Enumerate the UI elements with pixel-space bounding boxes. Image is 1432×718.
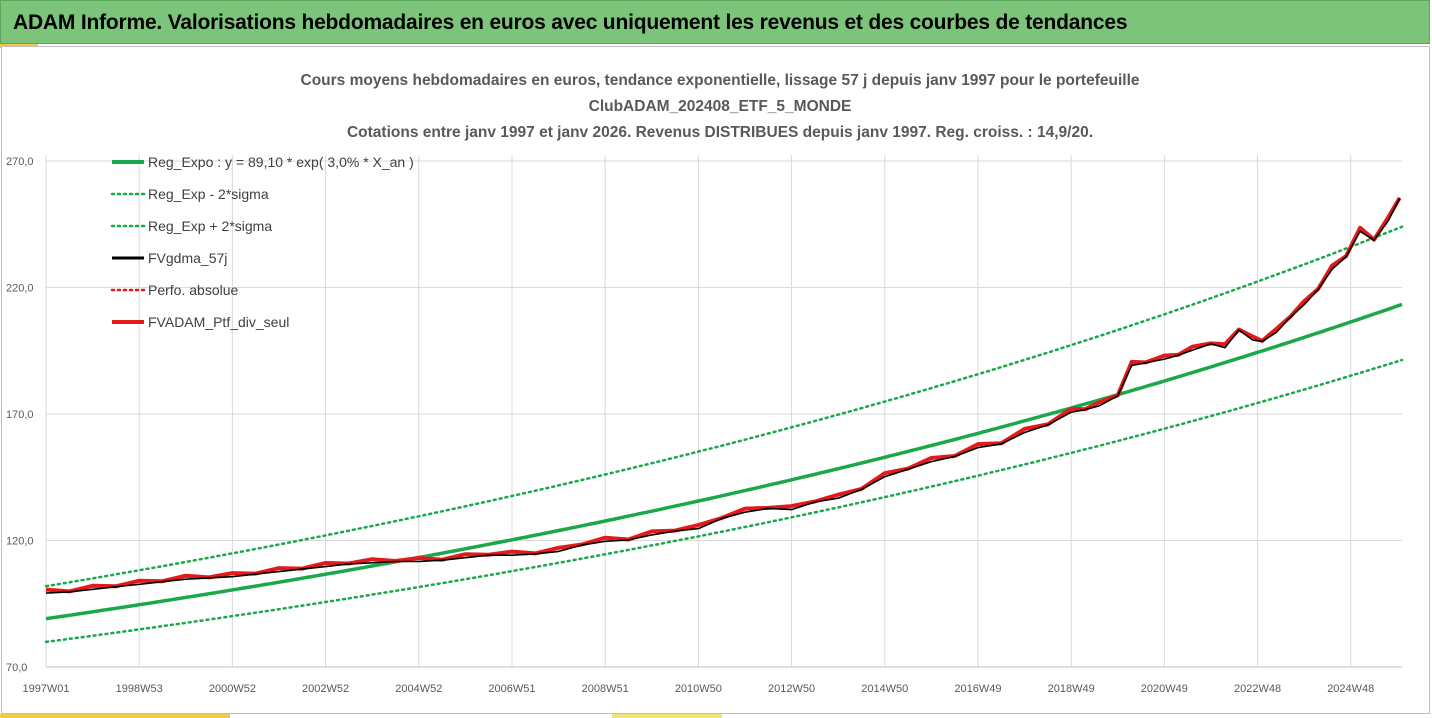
chart-frame: [1, 46, 1430, 714]
series-reg-exp-minus-2sigma: [44, 358, 1404, 644]
x-tick-label: 2010W50: [675, 683, 722, 695]
series-reg-expo: [45, 302, 1403, 621]
x-tick-label: 2016W49: [954, 683, 1001, 695]
report-banner: ADAM Informe. Valorisations hebdomadaire…: [0, 0, 1430, 44]
legend-label: Reg_Exp + 2*sigma: [148, 218, 272, 234]
x-tick-label: 2024W48: [1327, 683, 1374, 695]
x-tick-label: 2006W51: [488, 683, 535, 695]
x-tick-label: 2008W51: [582, 683, 629, 695]
series-reg-exp-plus-2sigma: [44, 225, 1404, 588]
legend: Reg_Expo : y = 89,10 * exp( 3,0% * X_an …: [110, 154, 414, 330]
x-tick-label: 2004W52: [395, 683, 442, 695]
y-tick-label: 120,0: [6, 536, 34, 548]
x-tick-label: 2018W49: [1048, 683, 1095, 695]
series-fvgdma-57j: [45, 198, 1401, 594]
x-tick-label: 1998W53: [116, 683, 163, 695]
accent-bar-bottom: [0, 714, 230, 718]
y-tick-label: 220,0: [6, 283, 34, 295]
legend-label: Reg_Expo : y = 89,10 * exp( 3,0% * X_an …: [148, 154, 414, 170]
chart-title: Cours moyens hebdomadaires en euros, ten…: [0, 68, 1432, 146]
x-tick-label: 2020W49: [1141, 683, 1188, 695]
y-tick-label: 170,0: [6, 409, 34, 421]
x-tick-label: 2022W48: [1234, 683, 1281, 695]
x-tick-label: 2000W52: [209, 683, 256, 695]
x-tick-label: 2012W50: [768, 683, 815, 695]
legend-label: Perfo. absolue: [148, 282, 238, 298]
x-tick-label: 1997W01: [22, 683, 69, 695]
axes: 70,0 120,0 170,0 220,0 270,0 1997W01 1998W53 20…: [6, 156, 1402, 695]
series-lines: [44, 196, 1404, 644]
legend-label: FVgdma_57j: [148, 250, 227, 266]
y-tick-label: 70,0: [6, 662, 27, 674]
x-tick-label: 2014W50: [861, 683, 908, 695]
chart-title-line-1: Cours moyens hebdomadaires en euros, ten…: [300, 72, 1140, 89]
accent-bar-bottom-2: [612, 714, 722, 718]
gridlines: [45, 155, 1402, 667]
chart-title-line-3: Cotations entre janv 1997 et janv 2026. …: [346, 124, 1094, 141]
y-tick-label: 270,0: [6, 156, 34, 168]
series-fvadam-ptf-div-seul: [45, 196, 1402, 594]
report-title: ADAM Informe. Valorisations hebdomadaire…: [13, 11, 1128, 34]
legend-label: FVADAM_Ptf_div_seul: [148, 314, 289, 330]
chart-title-line-2: ClubADAM_202408_ETF_5_MONDE: [588, 98, 852, 115]
legend-label: Reg_Exp - 2*sigma: [148, 186, 269, 202]
x-tick-label: 2002W52: [302, 683, 349, 695]
